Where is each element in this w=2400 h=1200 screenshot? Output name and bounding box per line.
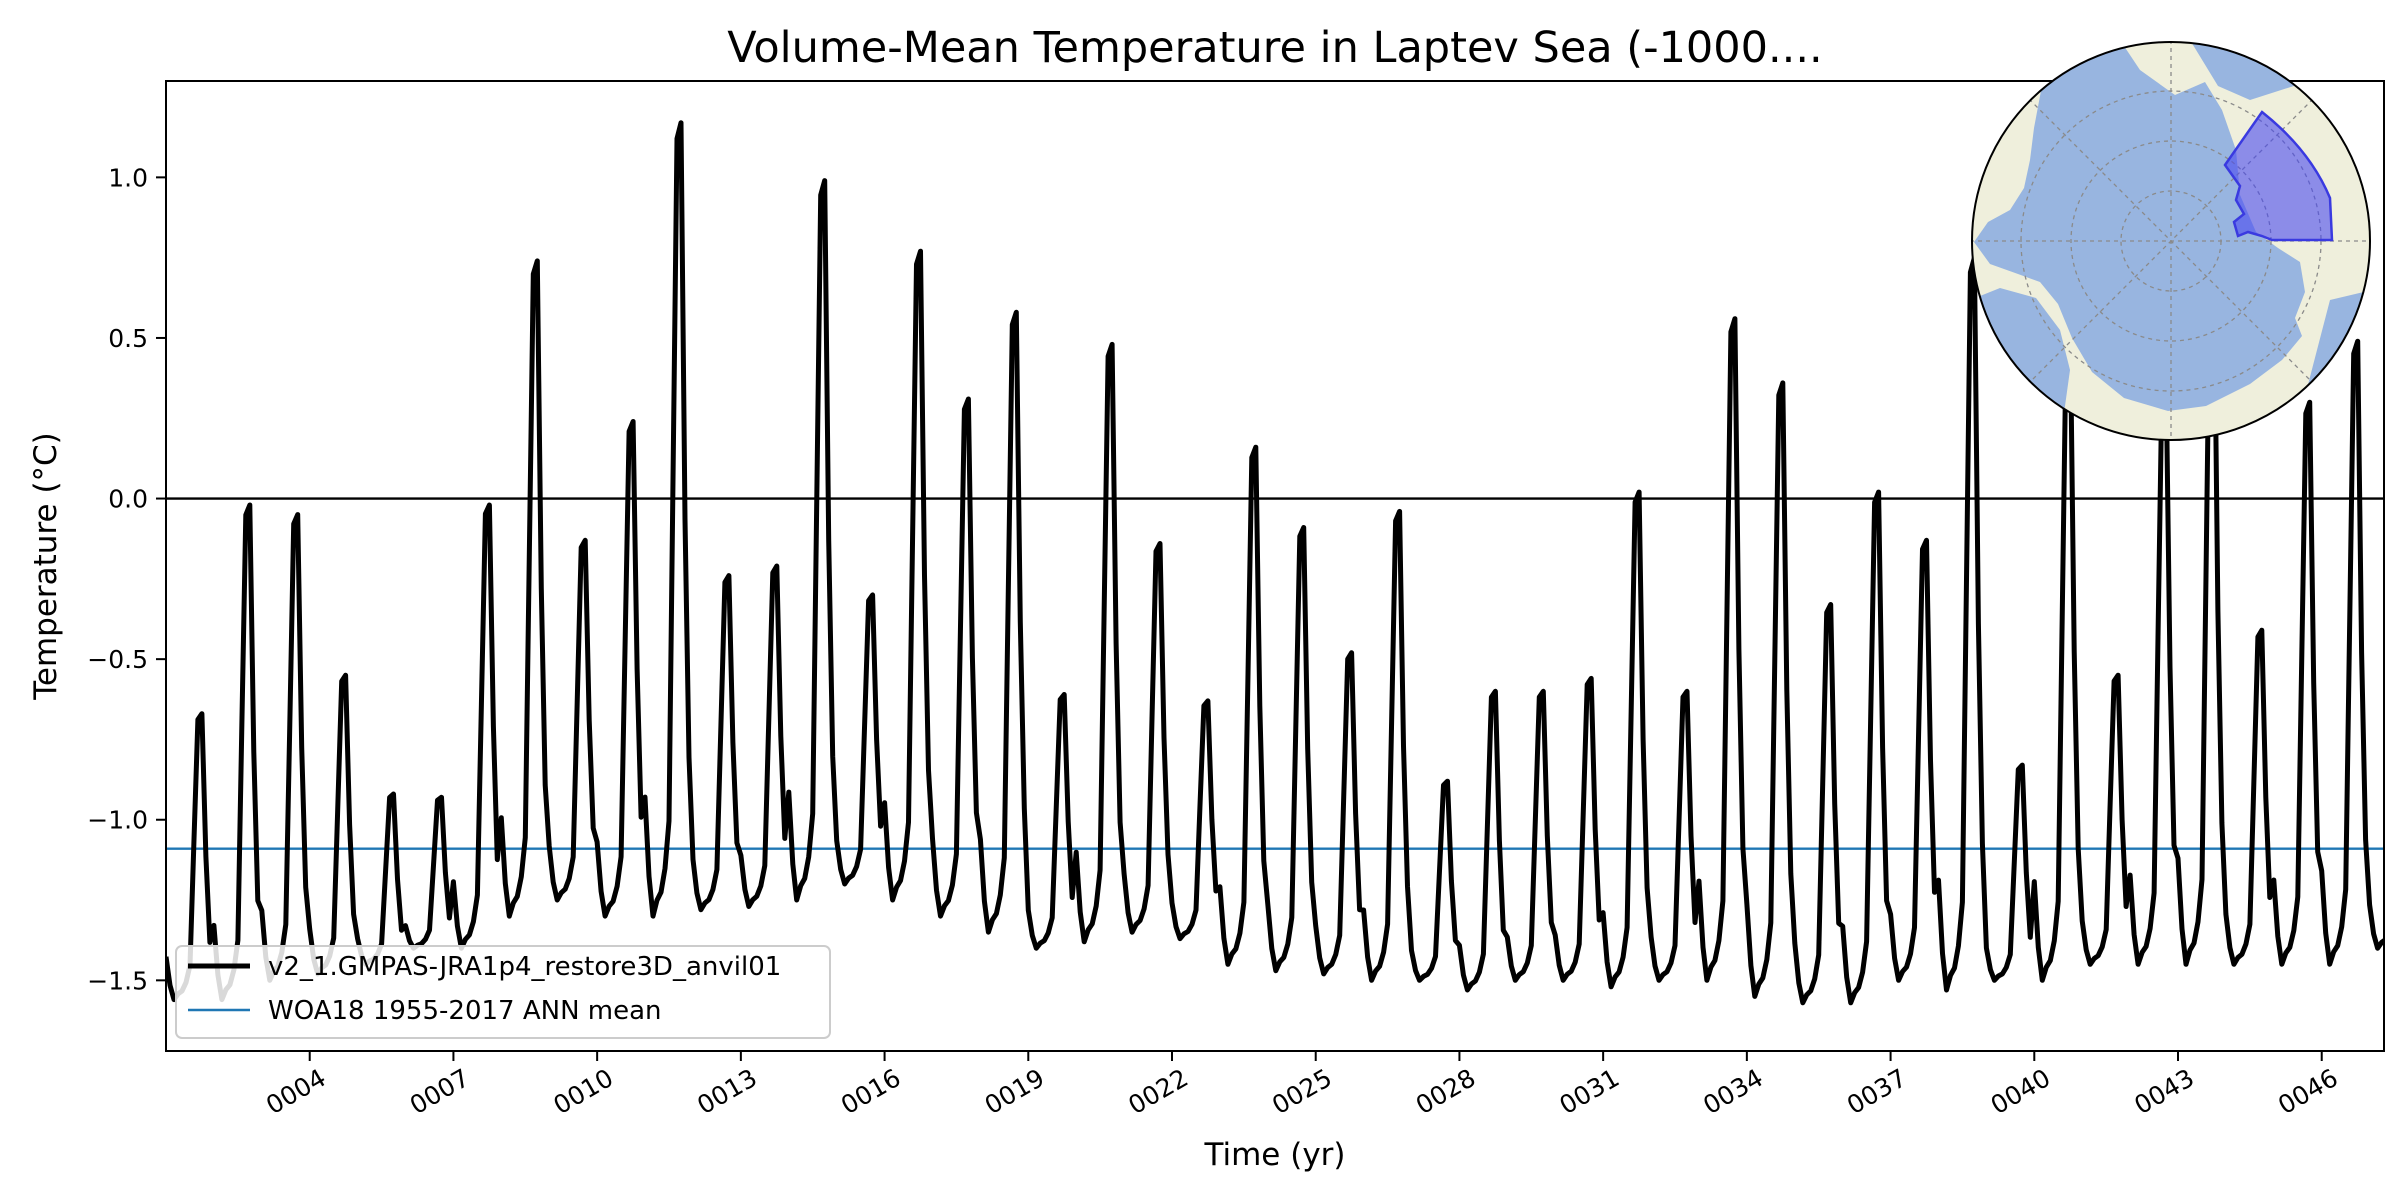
x-tick-label: 0028 [1411,1063,1481,1120]
inset-map-border [1971,41,2371,441]
x-tick-label: 0043 [2129,1063,2199,1120]
x-tick-label: 0040 [1986,1063,2056,1120]
x-axis: 0004 0007 0010 0013 0016 0019 0022 0025 0028 0031… [261,1051,2343,1120]
x-axis-label: Time (yr) [1204,1137,1346,1173]
legend-box [175,945,831,1039]
y-tick-label: −1.0 [87,806,148,835]
y-axis-label: Temperature (°C) [28,432,64,701]
x-tick-label: 0031 [1555,1063,1625,1120]
x-tick-label: 0004 [261,1063,331,1120]
legend-label-reference: WOA18 1955-2017 ANN mean [268,996,662,1026]
legend-label-model: v2_1.GMPAS-JRA1p4_restore3D_anvil01 [268,952,781,982]
y-tick-label: −1.5 [87,966,148,995]
x-tick-label: 0034 [1698,1063,1768,1120]
x-tick-label: 0037 [1842,1063,1912,1120]
x-tick-label: 0007 [405,1063,475,1120]
y-axis: −1.5 −1.0 −0.5 0.0 0.5 1.0 [87,163,166,995]
x-tick-label: 0019 [980,1063,1050,1120]
x-tick-label: 0010 [549,1063,619,1120]
inset-map [1971,41,2371,441]
legend: v2_1.GMPAS-JRA1p4_restore3D_anvil01 WOA1… [175,945,831,1039]
y-tick-label: 0.5 [108,324,148,353]
laptev-sea-highlight [2223,110,2334,242]
plot-area [166,120,2384,1006]
x-tick-label: 0016 [836,1063,906,1120]
map-ocean [1974,42,2305,411]
x-tick-label: 0013 [692,1063,762,1120]
y-tick-label: 1.0 [108,163,148,192]
x-tick-label: 0025 [1267,1063,1337,1120]
model-series-line [166,120,2384,1006]
y-tick-label: −0.5 [87,645,148,674]
y-tick-label: 0.0 [108,485,148,514]
plot-frame [165,80,2385,1052]
x-tick-label: 0046 [2273,1063,2343,1120]
chart-title: Volume-Mean Temperature in Laptev Sea (-… [727,23,1822,73]
x-tick-label: 0022 [1123,1063,1193,1120]
